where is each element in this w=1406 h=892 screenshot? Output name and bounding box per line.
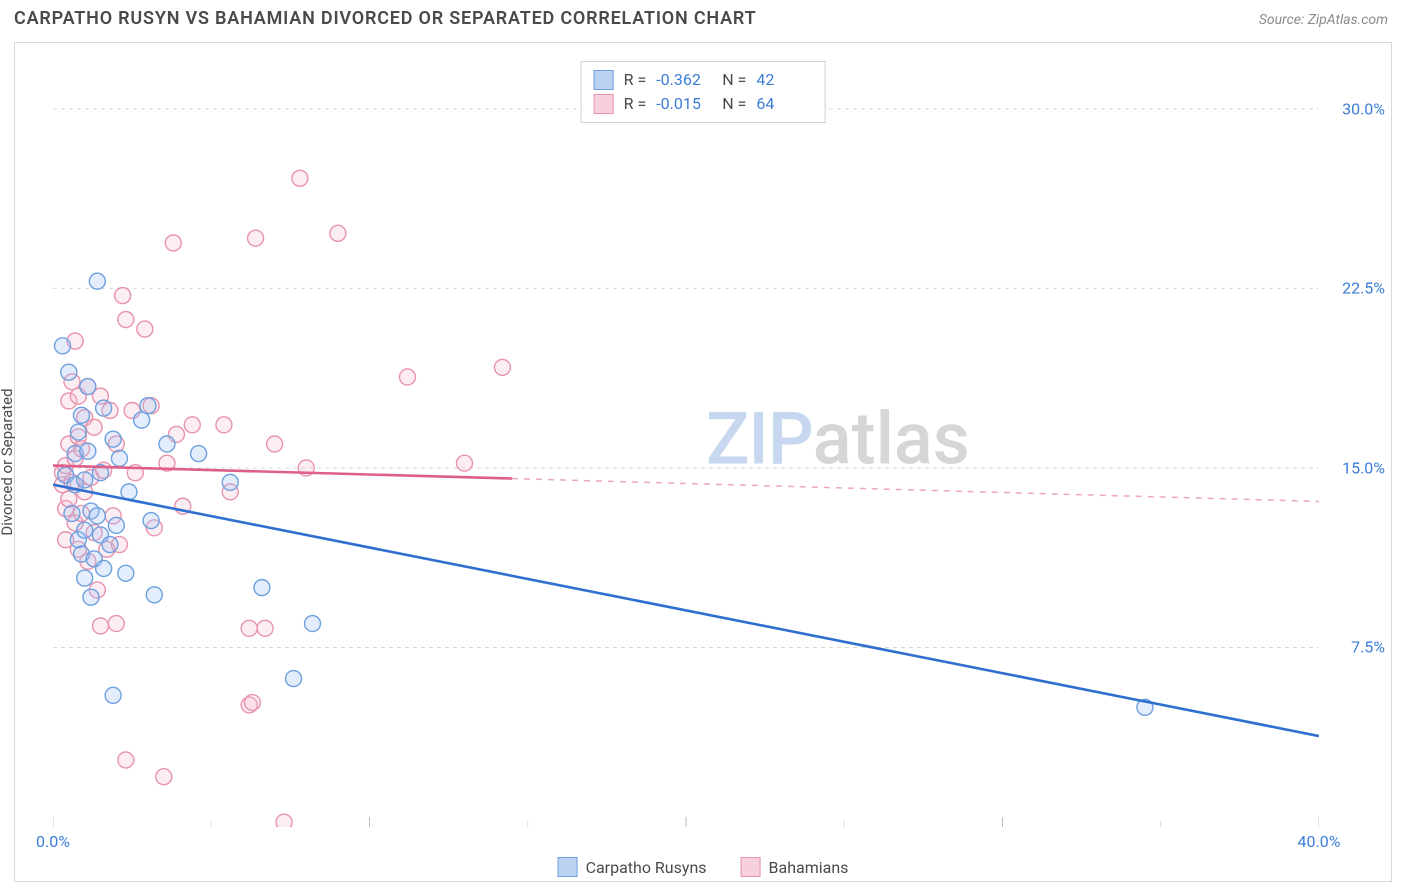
- title-bar: CARPATHO RUSYN VS BAHAMIAN DIVORCED OR S…: [0, 0, 1406, 33]
- stat-n-value-1: 64: [756, 92, 812, 116]
- legend-item-0: Carpatho Rusyns: [558, 857, 707, 877]
- chart-container: Divorced or Separated ZIPatlas R = -0.36…: [14, 42, 1392, 882]
- correlation-stats-box: R = -0.362 N = 42 R = -0.015 N = 64: [581, 61, 826, 123]
- plot-area: ZIPatlas: [53, 61, 1319, 827]
- y-tick-0: 7.5%: [1351, 638, 1385, 657]
- x-tick-0: 0.0%: [36, 832, 70, 851]
- source-label: Source: ZipAtlas.com: [1259, 12, 1388, 28]
- y-tick-3: 30.0%: [1342, 99, 1385, 118]
- y-tick-2: 22.5%: [1342, 279, 1385, 298]
- stat-n-label: N =: [722, 68, 746, 92]
- stat-r-value-0: -0.362: [656, 68, 712, 92]
- stat-r-label: R =: [624, 68, 647, 92]
- x-tick-4: 40.0%: [1298, 832, 1341, 851]
- scatter-svg: [53, 61, 1319, 827]
- legend-item-1: Bahamians: [741, 857, 849, 877]
- stats-row-series-1: R = -0.015 N = 64: [594, 92, 813, 116]
- stat-r-label: R =: [624, 92, 647, 116]
- y-axis-label: Divorced or Separated: [0, 388, 16, 535]
- legend-label-0: Carpatho Rusyns: [586, 858, 707, 877]
- stat-n-value-0: 42: [756, 68, 812, 92]
- swatch-series-1: [594, 94, 614, 114]
- legend: Carpatho Rusyns Bahamians: [558, 857, 849, 877]
- legend-swatch-0: [558, 857, 578, 877]
- stat-r-value-1: -0.015: [656, 92, 712, 116]
- legend-swatch-1: [741, 857, 761, 877]
- swatch-series-0: [594, 70, 614, 90]
- chart-title: CARPATHO RUSYN VS BAHAMIAN DIVORCED OR S…: [14, 8, 756, 29]
- y-tick-1: 15.0%: [1342, 458, 1385, 477]
- legend-label-1: Bahamians: [769, 858, 849, 877]
- stat-n-label: N =: [722, 92, 746, 116]
- stats-row-series-0: R = -0.362 N = 42: [594, 68, 813, 92]
